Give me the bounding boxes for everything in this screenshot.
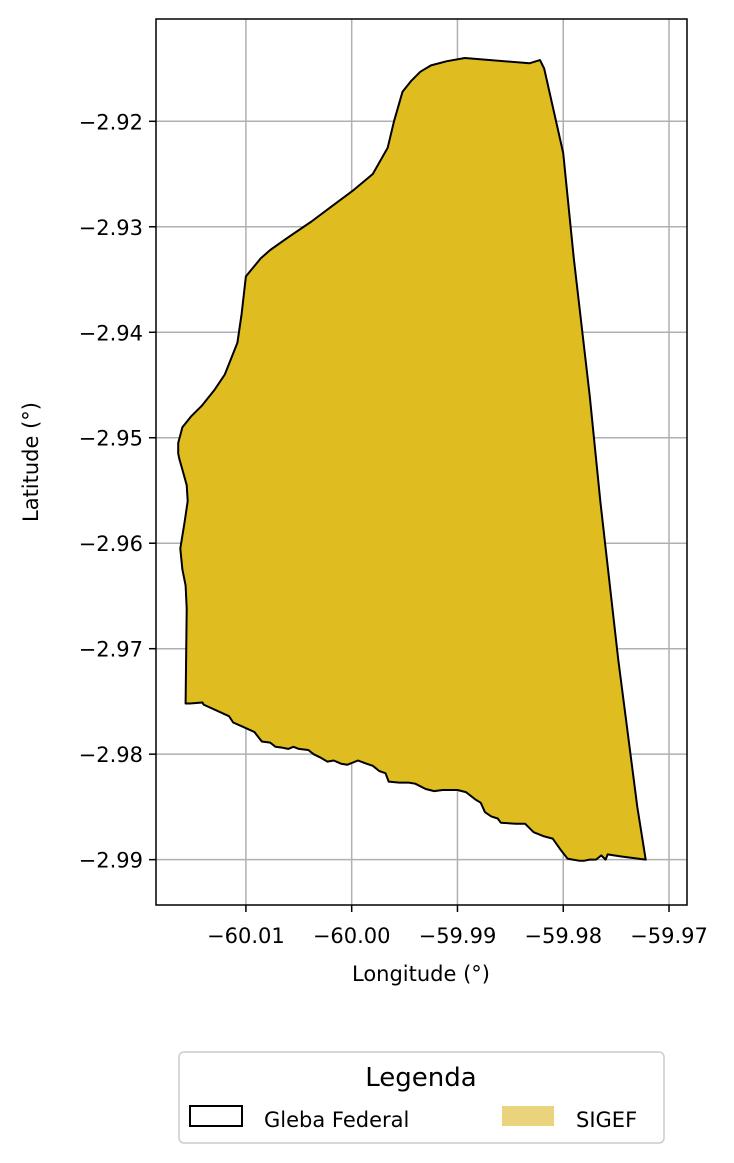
legend-swatch-sigef: [502, 1106, 554, 1126]
y-tick-label: −2.93: [79, 216, 143, 240]
legend: Legenda Gleba Federal SIGEF: [178, 1051, 665, 1144]
legend-title: Legenda: [365, 1063, 476, 1093]
x-axis-title: Longitude (°): [352, 962, 490, 986]
y-axis-title: Latitude (°): [19, 402, 43, 522]
y-tick-label: −2.96: [79, 532, 143, 556]
x-tick-label: −60.01: [207, 924, 285, 948]
gleba-federal-polygon: [177, 57, 647, 862]
y-tick-label: −2.94: [79, 321, 143, 345]
x-axis: −60.01 −60.00 −59.99 −59.98 −59.97: [207, 905, 708, 948]
plot-frame: [155, 18, 688, 906]
y-tick-label: −2.92: [79, 110, 143, 134]
y-tick-label: −2.97: [79, 638, 143, 662]
x-tick-label: −59.98: [524, 924, 602, 948]
x-tick-label: −59.97: [630, 924, 708, 948]
y-axis: −2.92 −2.93 −2.94 −2.95 −2.96 −2.97 −2.98 −2.99: [79, 110, 156, 873]
legend-label-sigef: SIGEF: [576, 1108, 637, 1132]
legend-swatch-gleba-federal: [189, 1105, 243, 1127]
plot-area: [155, 18, 688, 906]
x-tick-label: −60.00: [313, 924, 391, 948]
x-tick-label: −59.99: [419, 924, 497, 948]
y-tick-label: −2.99: [79, 849, 143, 873]
legend-label-gleba-federal: Gleba Federal: [264, 1108, 409, 1132]
y-tick-label: −2.98: [79, 743, 143, 767]
y-tick-label: −2.95: [79, 427, 143, 451]
